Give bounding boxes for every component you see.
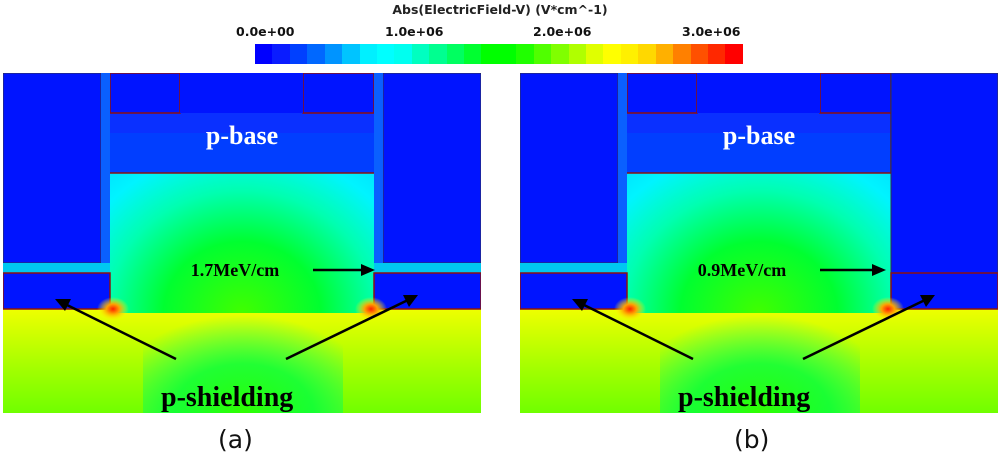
colorbar-band — [255, 44, 273, 64]
caption-a: (a) — [218, 425, 253, 454]
colorbar-band — [690, 44, 708, 64]
panel-b-field-map: p-base 0.9MeV/cm p-shielding — [520, 73, 998, 413]
colorbar-band — [324, 44, 343, 64]
colorbar-band — [603, 44, 621, 64]
colorbar-band — [516, 44, 534, 64]
p-shielding-label: p-shielding — [161, 382, 293, 413]
colorbar-band — [464, 44, 482, 64]
colorbar-band — [586, 44, 604, 64]
colorbar-band — [620, 44, 639, 64]
colorbar-band — [307, 44, 325, 64]
panel-a-field-map: p-base 1.7MeV/cm p-shielding — [3, 73, 481, 413]
colorbar-band — [707, 44, 726, 64]
colorbar-band — [359, 44, 377, 64]
p-base-label: p-base — [206, 121, 278, 150]
colorbar-band — [342, 44, 360, 64]
colorbar-band — [394, 44, 412, 64]
colorbar-tick-2: 2.0e+06 — [533, 24, 592, 39]
field-value-label: 0.9MeV/cm — [698, 260, 786, 280]
colorbar-band — [655, 44, 674, 64]
colorbar-band — [673, 44, 691, 64]
colorbar-band — [411, 44, 430, 64]
colorbar-band — [551, 44, 569, 64]
caption-b: (b) — [734, 425, 770, 454]
colorbar-band — [429, 44, 447, 64]
colorbar-band — [638, 44, 656, 64]
colorbar-title: Abs(ElectricField-V) (V*cm^-1) — [392, 2, 608, 17]
colorbar-band — [533, 44, 552, 64]
p-shielding-label: p-shielding — [678, 382, 810, 413]
colorbar — [255, 44, 743, 64]
colorbar-band — [446, 44, 465, 64]
colorbar-tick-0: 0.0e+00 — [236, 24, 295, 39]
colorbar-band — [498, 44, 517, 64]
colorbar-band — [568, 44, 587, 64]
colorbar-band — [725, 44, 743, 64]
field-value-label: 1.7MeV/cm — [191, 260, 279, 280]
colorbar-band — [481, 44, 499, 64]
colorbar-tick-1: 1.0e+06 — [385, 24, 444, 39]
colorbar-band — [376, 44, 395, 64]
colorbar-band — [272, 44, 290, 64]
colorbar-band — [289, 44, 308, 64]
colorbar-tick-3: 3.0e+06 — [682, 24, 741, 39]
p-base-label: p-base — [723, 121, 795, 150]
